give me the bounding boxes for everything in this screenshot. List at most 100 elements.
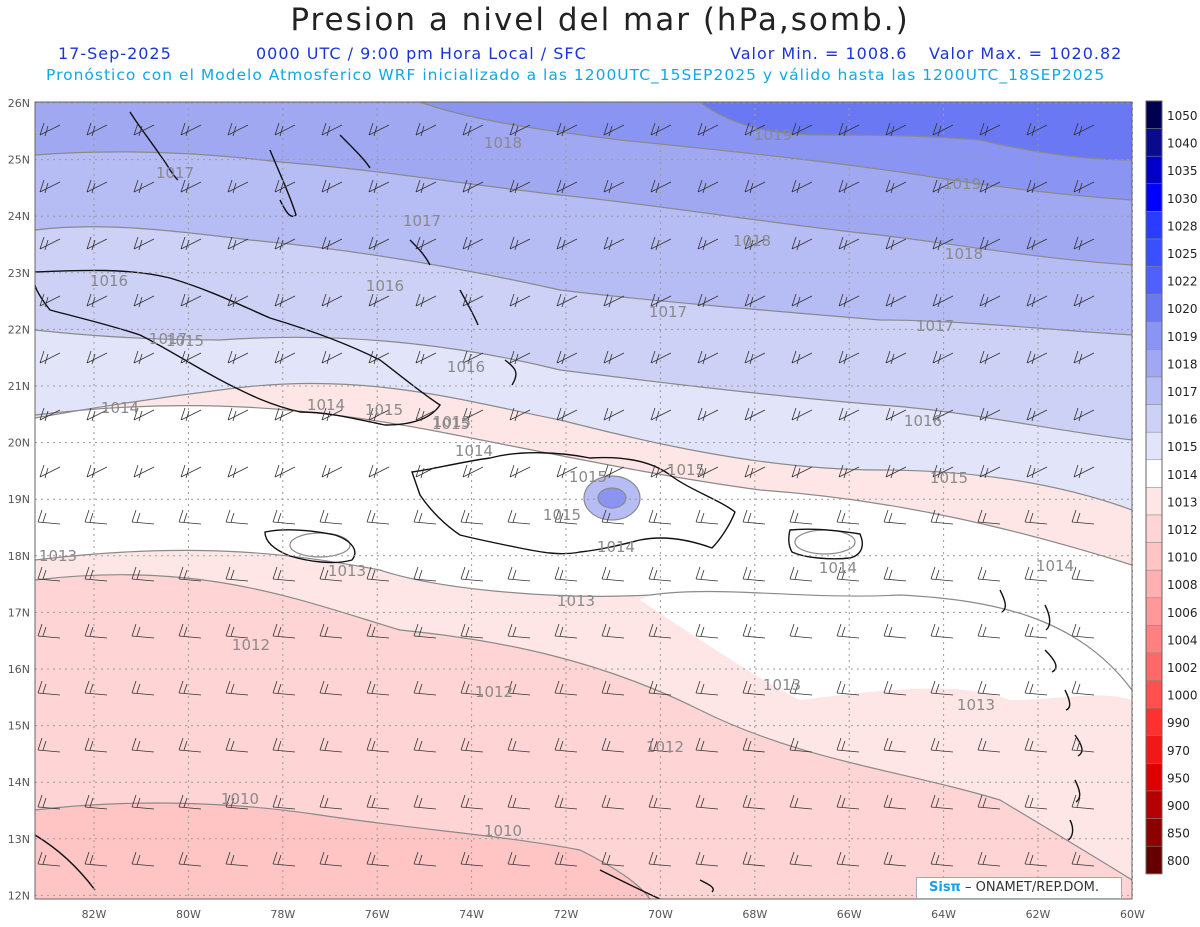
wind-barb — [84, 680, 108, 696]
isobar-label: 1014 — [819, 559, 857, 577]
wind-barb — [225, 851, 249, 867]
wind-barb — [366, 509, 390, 525]
wind-barb — [742, 794, 766, 810]
wind-barb — [650, 236, 672, 251]
wind-barbs — [37, 122, 1095, 867]
lon-tick-label: 72W — [554, 908, 579, 921]
wind-barb — [979, 350, 1001, 365]
wind-barb — [225, 623, 249, 639]
wind-barb — [601, 623, 625, 639]
lon-axis: 82W 80W 78W 76W 74W 72W 70W 68W 66W 64W 62W 60W — [82, 908, 1145, 921]
wind-barb — [133, 293, 155, 308]
colorbar-swatch — [1145, 652, 1163, 681]
colorbar-swatch — [1145, 569, 1163, 599]
wind-barb — [460, 509, 484, 525]
wind-barb — [1024, 794, 1048, 810]
wind-barb — [225, 566, 249, 582]
wind-barb — [979, 464, 1001, 479]
wind-barb — [838, 407, 860, 422]
wind-barb — [178, 680, 202, 696]
wind-barb — [272, 794, 296, 810]
wind-barb — [84, 566, 108, 582]
isobar-label: 1010 — [484, 822, 522, 840]
wind-barb — [1024, 623, 1048, 639]
wind-barb — [1024, 509, 1048, 525]
wind-barb — [460, 566, 484, 582]
wind-barb — [1026, 236, 1048, 251]
wind-barb — [695, 509, 719, 525]
colorbar-label: 1030 — [1167, 192, 1198, 206]
wind-barb — [319, 794, 343, 810]
isobar-label: 1013 — [957, 696, 995, 714]
wind-barb — [742, 509, 766, 525]
wind-barb — [321, 122, 343, 137]
wind-barb — [37, 509, 61, 525]
isobar-label: 1014 — [1036, 557, 1074, 575]
lesser-antilles — [999, 589, 1083, 841]
colorbar-label: 1020 — [1167, 302, 1198, 316]
colorbar-label: 950 — [1167, 771, 1190, 785]
wind-barb — [507, 737, 531, 753]
wind-barb — [697, 407, 719, 422]
wind-barb — [321, 236, 343, 251]
wind-barb — [789, 623, 813, 639]
wind-barb — [1026, 350, 1048, 365]
wind-barb — [413, 680, 437, 696]
wind-barb — [178, 851, 202, 867]
wind-barb — [554, 794, 578, 810]
isobar-label: 1019 — [754, 126, 792, 144]
wind-barb — [930, 851, 954, 867]
lon-tick-label: 62W — [1026, 908, 1051, 921]
isobar-label-group: 1018 1019 1019 1017 1017 1017 1018 1018 1016 1016… — [39, 126, 1074, 840]
south-america-coast — [35, 834, 714, 899]
wind-barb — [86, 350, 108, 365]
chart-title: Presion a nivel del mar (hPa,somb.) — [290, 2, 910, 38]
colorbar-label: 1040 — [1167, 137, 1198, 151]
wind-barb — [836, 509, 860, 525]
wind-barb — [697, 350, 719, 365]
wind-barb — [789, 851, 813, 867]
wind-barb — [227, 179, 249, 194]
wind-barb — [695, 680, 719, 696]
wind-barb — [86, 464, 108, 479]
wind-barb — [413, 851, 437, 867]
isobar-label: 1017 — [149, 330, 187, 348]
wind-barb — [509, 293, 531, 308]
colorbar-label: 1004 — [1167, 633, 1198, 647]
wind-barb — [1026, 122, 1048, 137]
bahamas-andros — [269, 149, 297, 217]
colorbar-label: 800 — [1167, 854, 1190, 868]
wind-barb — [321, 350, 343, 365]
colorbar-swatch — [1145, 404, 1163, 433]
wind-barb — [556, 350, 578, 365]
isobar-label: 1012 — [646, 738, 684, 756]
sispi-brand: Sisπ — [929, 880, 961, 895]
isobar-label: 1015 — [166, 332, 204, 350]
wind-barb — [930, 737, 954, 753]
wind-barb — [227, 464, 249, 479]
wind-barb — [1026, 179, 1048, 194]
colorbar-label: 990 — [1167, 716, 1190, 730]
wind-barb — [413, 737, 437, 753]
wind-barb — [319, 737, 343, 753]
wind-barb — [460, 794, 484, 810]
wind-barb — [932, 350, 954, 365]
wind-barb — [603, 350, 625, 365]
wind-barb — [648, 794, 672, 810]
wind-barb — [979, 179, 1001, 194]
isobar-label: 1018 — [484, 134, 522, 152]
wind-barb — [650, 350, 672, 365]
isobar-label: 1016 — [904, 412, 942, 430]
wind-barb — [39, 236, 61, 251]
wind-barb — [977, 566, 1001, 582]
wind-barb — [131, 623, 155, 639]
colorbar-swatch — [1145, 376, 1163, 405]
wind-barb — [836, 680, 860, 696]
wind-barb — [415, 122, 437, 137]
wind-barb — [695, 794, 719, 810]
map-frame — [34, 101, 1133, 900]
wind-barb — [37, 851, 61, 867]
wind-barb — [742, 737, 766, 753]
colorbar-label: 1013 — [1167, 495, 1198, 509]
wind-barb — [885, 236, 907, 251]
